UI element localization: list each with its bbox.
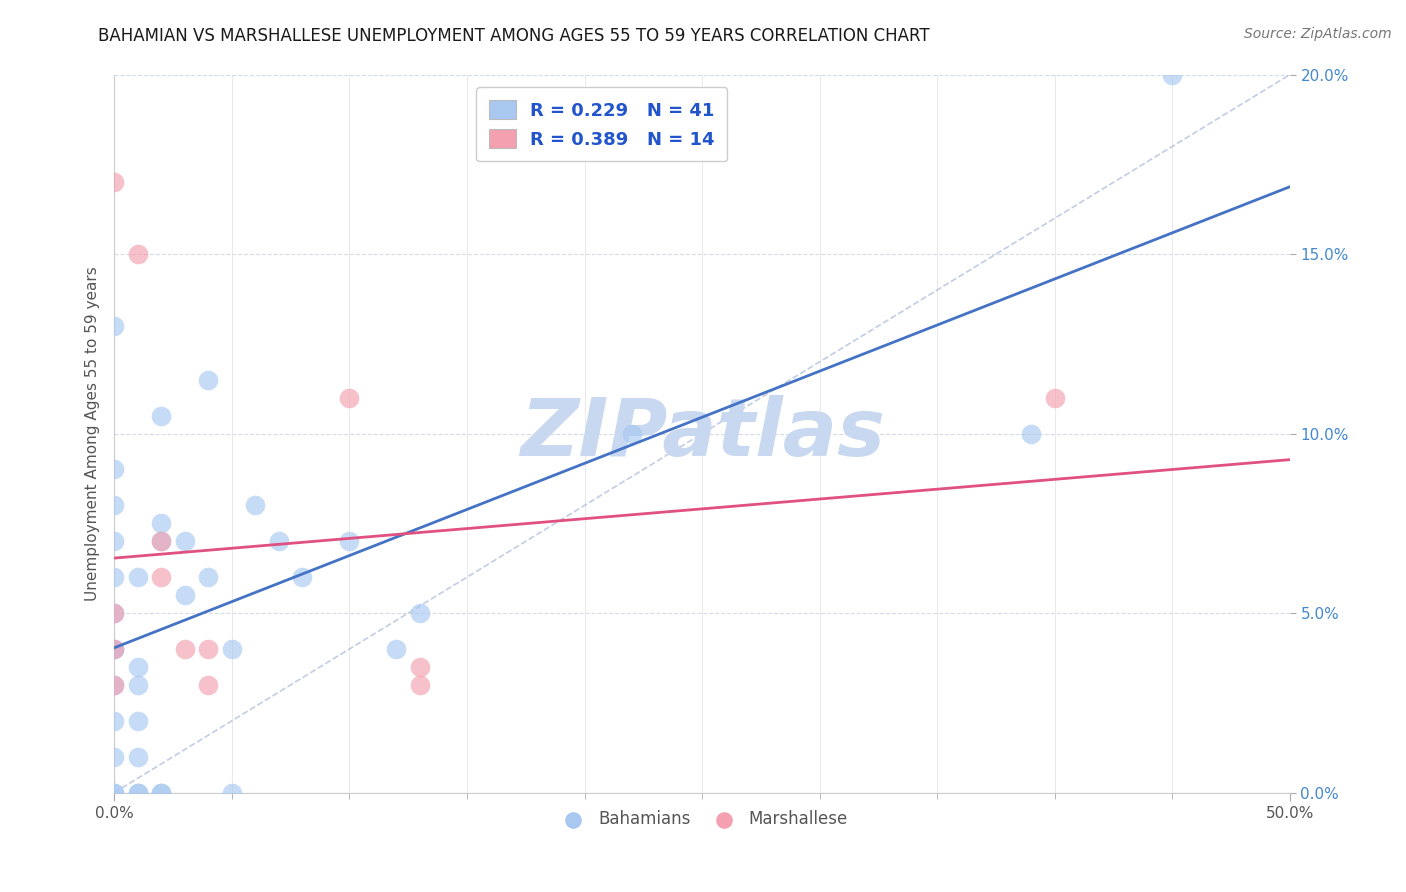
Text: BAHAMIAN VS MARSHALLESE UNEMPLOYMENT AMONG AGES 55 TO 59 YEARS CORRELATION CHART: BAHAMIAN VS MARSHALLESE UNEMPLOYMENT AMO… [98, 27, 929, 45]
Point [197, 373, 219, 387]
Point [103, 678, 125, 692]
Point [173, 534, 195, 549]
Point [103, 175, 125, 189]
Text: Source: ZipAtlas.com: Source: ZipAtlas.com [1244, 27, 1392, 41]
Point [103, 786, 125, 800]
Point [103, 462, 125, 476]
Point [337, 534, 360, 549]
Point [409, 678, 432, 692]
Point [103, 570, 125, 584]
Point [103, 678, 125, 692]
Point [1043, 391, 1066, 405]
Point [150, 786, 173, 800]
Point [409, 606, 432, 620]
Point [337, 391, 360, 405]
Point [221, 642, 243, 657]
Point [127, 678, 149, 692]
Point [197, 678, 219, 692]
Point [127, 786, 149, 800]
Point [221, 786, 243, 800]
Point [150, 570, 173, 584]
Point [620, 426, 643, 441]
Point [103, 642, 125, 657]
Point [197, 642, 219, 657]
Point [150, 534, 173, 549]
Point [173, 642, 195, 657]
Point [103, 749, 125, 764]
Point [245, 499, 267, 513]
Point [291, 570, 314, 584]
Point [150, 534, 173, 549]
Point [103, 714, 125, 728]
Point [127, 749, 149, 764]
Point [150, 516, 173, 531]
Point [103, 318, 125, 333]
Point [103, 606, 125, 620]
Point [103, 642, 125, 657]
Point [1161, 68, 1184, 82]
Point [150, 786, 173, 800]
Point [103, 499, 125, 513]
Point [127, 714, 149, 728]
Point [267, 534, 290, 549]
Point [127, 247, 149, 261]
Point [385, 642, 408, 657]
Point [103, 606, 125, 620]
Point [173, 588, 195, 602]
Text: ZIPatlas: ZIPatlas [520, 394, 884, 473]
Legend: Bahamians, Marshallese: Bahamians, Marshallese [550, 804, 855, 835]
Point [1021, 426, 1043, 441]
Point [150, 409, 173, 423]
Point [103, 534, 125, 549]
Point [127, 660, 149, 674]
Point [103, 786, 125, 800]
Point [409, 660, 432, 674]
Y-axis label: Unemployment Among Ages 55 to 59 years: Unemployment Among Ages 55 to 59 years [86, 266, 100, 601]
Point [103, 642, 125, 657]
Point [127, 570, 149, 584]
Point [197, 570, 219, 584]
Point [127, 786, 149, 800]
